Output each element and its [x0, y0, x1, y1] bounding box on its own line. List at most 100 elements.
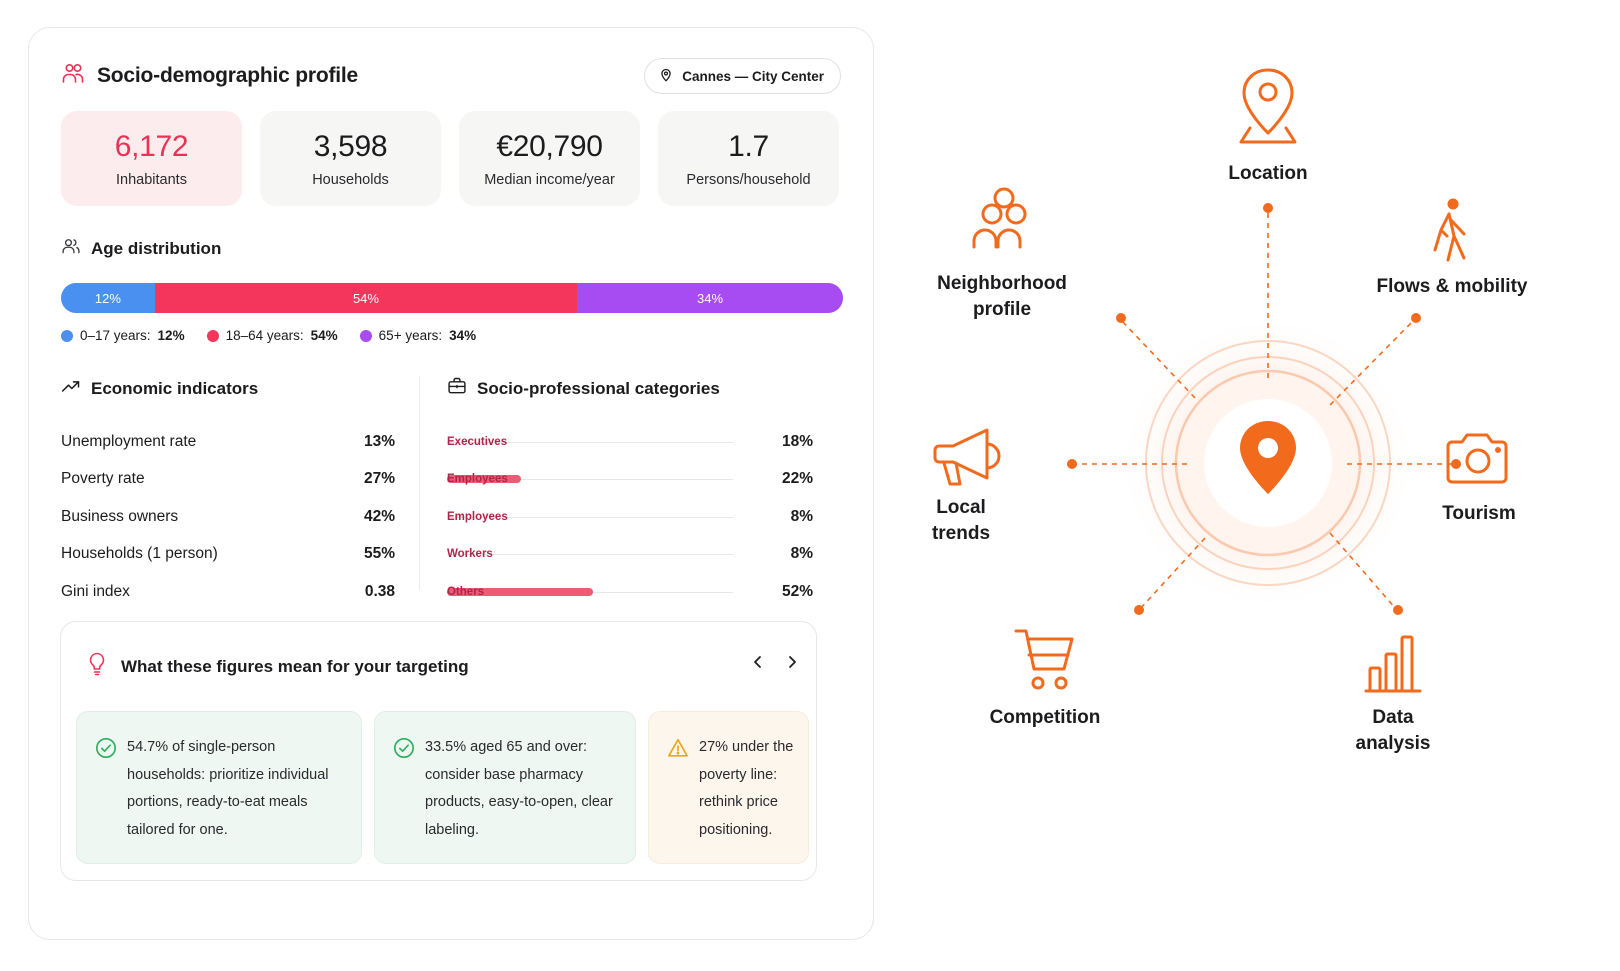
legend-dot — [206, 329, 219, 342]
indicator-label: Poverty rate — [61, 470, 145, 488]
insight-text: 27% under the poverty line: rethink pric… — [699, 739, 794, 838]
stat-card-households: 3,598 Households — [260, 111, 441, 206]
users-icon — [61, 61, 85, 90]
stat-card-median-income: €20,790 Median income/year — [459, 111, 640, 206]
category-track: Executives — [447, 435, 733, 449]
stat-value: 6,172 — [114, 129, 189, 163]
chevron-right-icon[interactable] — [784, 654, 800, 670]
socio-demographic-card: Socio-demographic profile Cannes — City … — [28, 27, 874, 940]
map-pin-icon — [1239, 68, 1297, 144]
briefcase-icon — [447, 376, 467, 401]
list-item: Poverty rate 27% — [61, 461, 395, 499]
indicator-value: 13% — [363, 432, 395, 450]
location-selector[interactable]: Cannes — City Center — [644, 58, 841, 94]
chevron-left-icon[interactable] — [750, 654, 766, 670]
card-header: Socio-demographic profile — [61, 61, 358, 90]
insight-text: 33.5% aged 65 and over: consider base ph… — [425, 739, 613, 838]
node-label-local-trends: Local trends — [931, 497, 991, 544]
spoke-endpoints — [1067, 203, 1461, 615]
category-value: 52% — [781, 582, 813, 600]
key-stats: 6,172 Inhabitants 3,598 Households €20,7… — [61, 111, 839, 206]
category-track: Employees — [447, 510, 733, 524]
spoke-neighborhood — [1120, 319, 1196, 399]
users-icon — [61, 236, 81, 261]
legend-value: 34% — [449, 328, 477, 343]
node-label-neighborhood-profile: Neighborhood profile — [937, 273, 1067, 320]
insight-card-warning: 27% under the poverty line: rethink pric… — [648, 711, 809, 864]
category-value: 18% — [781, 432, 813, 450]
economic-indicators-heading: Economic indicators — [61, 376, 258, 401]
category-track: Workers — [447, 547, 733, 561]
list-item: Business owners 42% — [61, 498, 395, 536]
spokes — [1073, 211, 1454, 610]
node-label-tourism: Tourism — [1442, 503, 1516, 524]
spoke-competition — [1139, 537, 1206, 610]
section-title: Economic indicators — [91, 378, 259, 398]
trending-up-icon — [61, 376, 81, 401]
check-circle-icon — [393, 737, 415, 863]
category-label: Workers — [447, 548, 493, 561]
list-item: Employees 22% — [447, 461, 813, 499]
socio-professional-heading: Socio-professional categories — [447, 376, 720, 401]
location-label: Cannes — City Center — [682, 68, 824, 84]
age-segment-18-64: 54% — [154, 283, 578, 313]
socio-professional-list: Executives 18% Employees 22% Employees 8… — [447, 423, 813, 611]
people-icon — [972, 187, 1027, 249]
indicator-value: 0.38 — [364, 582, 395, 600]
megaphone-icon — [933, 428, 1001, 486]
category-track: Others — [447, 585, 733, 599]
category-value: 22% — [781, 470, 813, 488]
legend-name: 0–17 years: — [80, 328, 151, 343]
age-segment-65-plus: 34% — [577, 283, 843, 313]
legend-value: 12% — [157, 328, 185, 343]
stat-value: €20,790 — [496, 129, 603, 163]
economic-indicators-list: Unemployment rate 13% Poverty rate 27% Bus… — [61, 423, 395, 611]
stat-value: 1.7 — [728, 129, 769, 163]
list-item: Households (1 person) 55% — [61, 536, 395, 574]
indicator-value: 42% — [363, 507, 395, 525]
legend-name: 18–64 years: — [225, 328, 304, 343]
list-item: Others 52% — [447, 573, 813, 611]
indicator-value: 55% — [363, 545, 395, 563]
age-distribution-bar: 12% 54% 34% — [61, 283, 843, 313]
category-label: Others — [447, 585, 485, 598]
lightbulb-icon — [87, 652, 107, 681]
category-value: 8% — [790, 545, 813, 563]
walking-person-icon — [1433, 198, 1466, 262]
list-item: Workers 8% — [447, 536, 813, 574]
center-ring — [1145, 340, 1391, 586]
section-title: Socio-professional categories — [477, 378, 720, 398]
stat-label: Persons/household — [686, 171, 811, 188]
category-label: Employees — [447, 473, 508, 486]
category-bar — [447, 475, 522, 484]
carousel-nav — [750, 654, 800, 670]
bar-chart-icon — [1364, 635, 1422, 693]
category-track: Employees — [447, 472, 733, 486]
section-title: Age distribution — [91, 238, 222, 258]
insights-title: What these figures mean for your targeti… — [121, 656, 469, 676]
category-bar — [447, 587, 593, 596]
indicator-label: Unemployment rate — [61, 432, 197, 450]
node-label-competition: Competition — [989, 707, 1101, 728]
list-item: Gini index 0.38 — [61, 573, 395, 611]
category-value: 8% — [790, 507, 813, 525]
column-divider — [419, 376, 420, 590]
indicator-label: Gini index — [61, 582, 130, 600]
category-label: Executives — [447, 435, 508, 448]
node-label-flows-mobility: Flows & mobility — [1376, 276, 1528, 297]
page-title: Socio-demographic profile — [97, 63, 359, 87]
legend-name: 65+ years: — [378, 328, 443, 343]
insight-card: 54.7% of single-person households: prior… — [76, 711, 362, 864]
diagram-canvas — [933, 68, 1508, 693]
age-distribution-heading: Age distribution — [61, 236, 221, 261]
legend-item: 18–64 years: 54% — [206, 328, 338, 343]
insight-card: 33.5% aged 65 and over: consider base ph… — [374, 711, 636, 864]
node-label-data-analysis: Data analysis — [1355, 707, 1431, 754]
stat-label: Inhabitants — [116, 171, 187, 188]
stat-label: Households — [312, 171, 389, 188]
indicator-value: 27% — [363, 470, 395, 488]
map-pin-icon — [659, 68, 673, 85]
insight-text: 54.7% of single-person households: prior… — [127, 739, 329, 838]
legend-value: 54% — [310, 328, 338, 343]
spoke-data — [1329, 532, 1397, 610]
